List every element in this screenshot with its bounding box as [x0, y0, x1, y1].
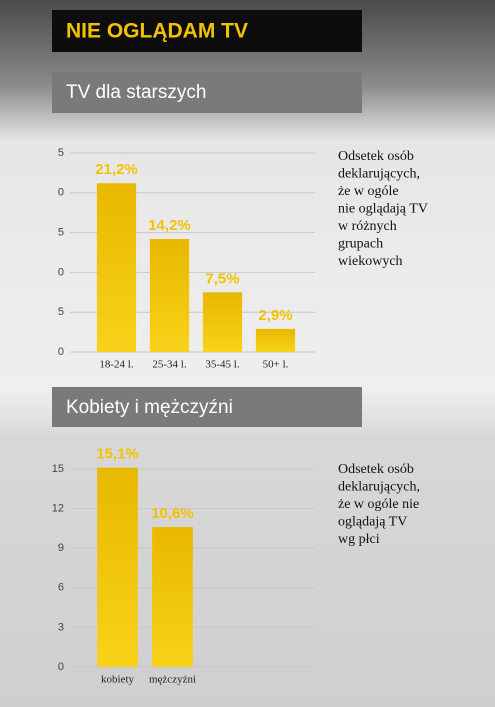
value-label: 21,2%: [95, 161, 138, 178]
value-label: 14,2%: [148, 217, 191, 234]
bar: [255, 328, 296, 352]
y-tick-label: 5: [58, 227, 64, 239]
note-line: Odsetek osób: [338, 462, 414, 477]
bar: [149, 238, 190, 352]
x-tick-label: kobiety: [101, 674, 134, 686]
y-tick-label: 5: [58, 147, 64, 159]
y-tick-label: 0: [58, 187, 64, 199]
page-title: NIE OGLĄDAM TV: [66, 20, 248, 43]
y-tick-label: 0: [58, 266, 64, 278]
x-tick-label: 25-34 l.: [152, 359, 186, 371]
y-tick-label: 6: [58, 582, 64, 594]
section-title: Kobiety i mężczyźni: [66, 397, 233, 418]
value-label: 15,1%: [96, 446, 139, 463]
section-header: [52, 72, 362, 113]
y-tick-label: 3: [58, 621, 64, 633]
x-tick-label: 35-45 l.: [205, 359, 239, 371]
y-tick-label: 0: [58, 346, 64, 358]
x-tick-label: 50+ l.: [263, 359, 289, 371]
y-tick-label: 12: [52, 503, 64, 515]
value-label: 10,6%: [151, 505, 194, 522]
y-tick-label: 5: [58, 306, 64, 318]
note-line: oglądają TV: [338, 515, 407, 530]
y-tick-label: 15: [52, 463, 64, 475]
value-label: 2,9%: [258, 307, 292, 324]
bar: [97, 467, 138, 667]
bar: [202, 292, 243, 352]
note-line: grupach: [338, 237, 383, 252]
bar: [152, 527, 193, 667]
note-line: wg płci: [338, 532, 380, 547]
note-line: deklarujących,: [338, 480, 420, 495]
y-tick-label: 9: [58, 542, 64, 554]
note-line: nie oglądają TV: [338, 202, 428, 217]
note-line: wiekowych: [338, 254, 403, 269]
x-tick-label: 18-24 l.: [99, 359, 133, 371]
note-line: deklarujących,: [338, 167, 420, 182]
section-title: TV dla starszych: [66, 82, 206, 103]
bar: [96, 183, 137, 352]
y-tick-label: 0: [58, 661, 64, 673]
note-line: w różnych: [338, 219, 397, 234]
note-line: że w ogóle: [338, 184, 399, 199]
x-tick-label: mężczyźni: [149, 674, 196, 686]
note-line: że w ogóle nie: [338, 497, 419, 512]
section-header: [52, 387, 362, 427]
title-box: [52, 10, 362, 52]
note-line: Odsetek osób: [338, 149, 414, 164]
value-label: 7,5%: [205, 270, 239, 287]
